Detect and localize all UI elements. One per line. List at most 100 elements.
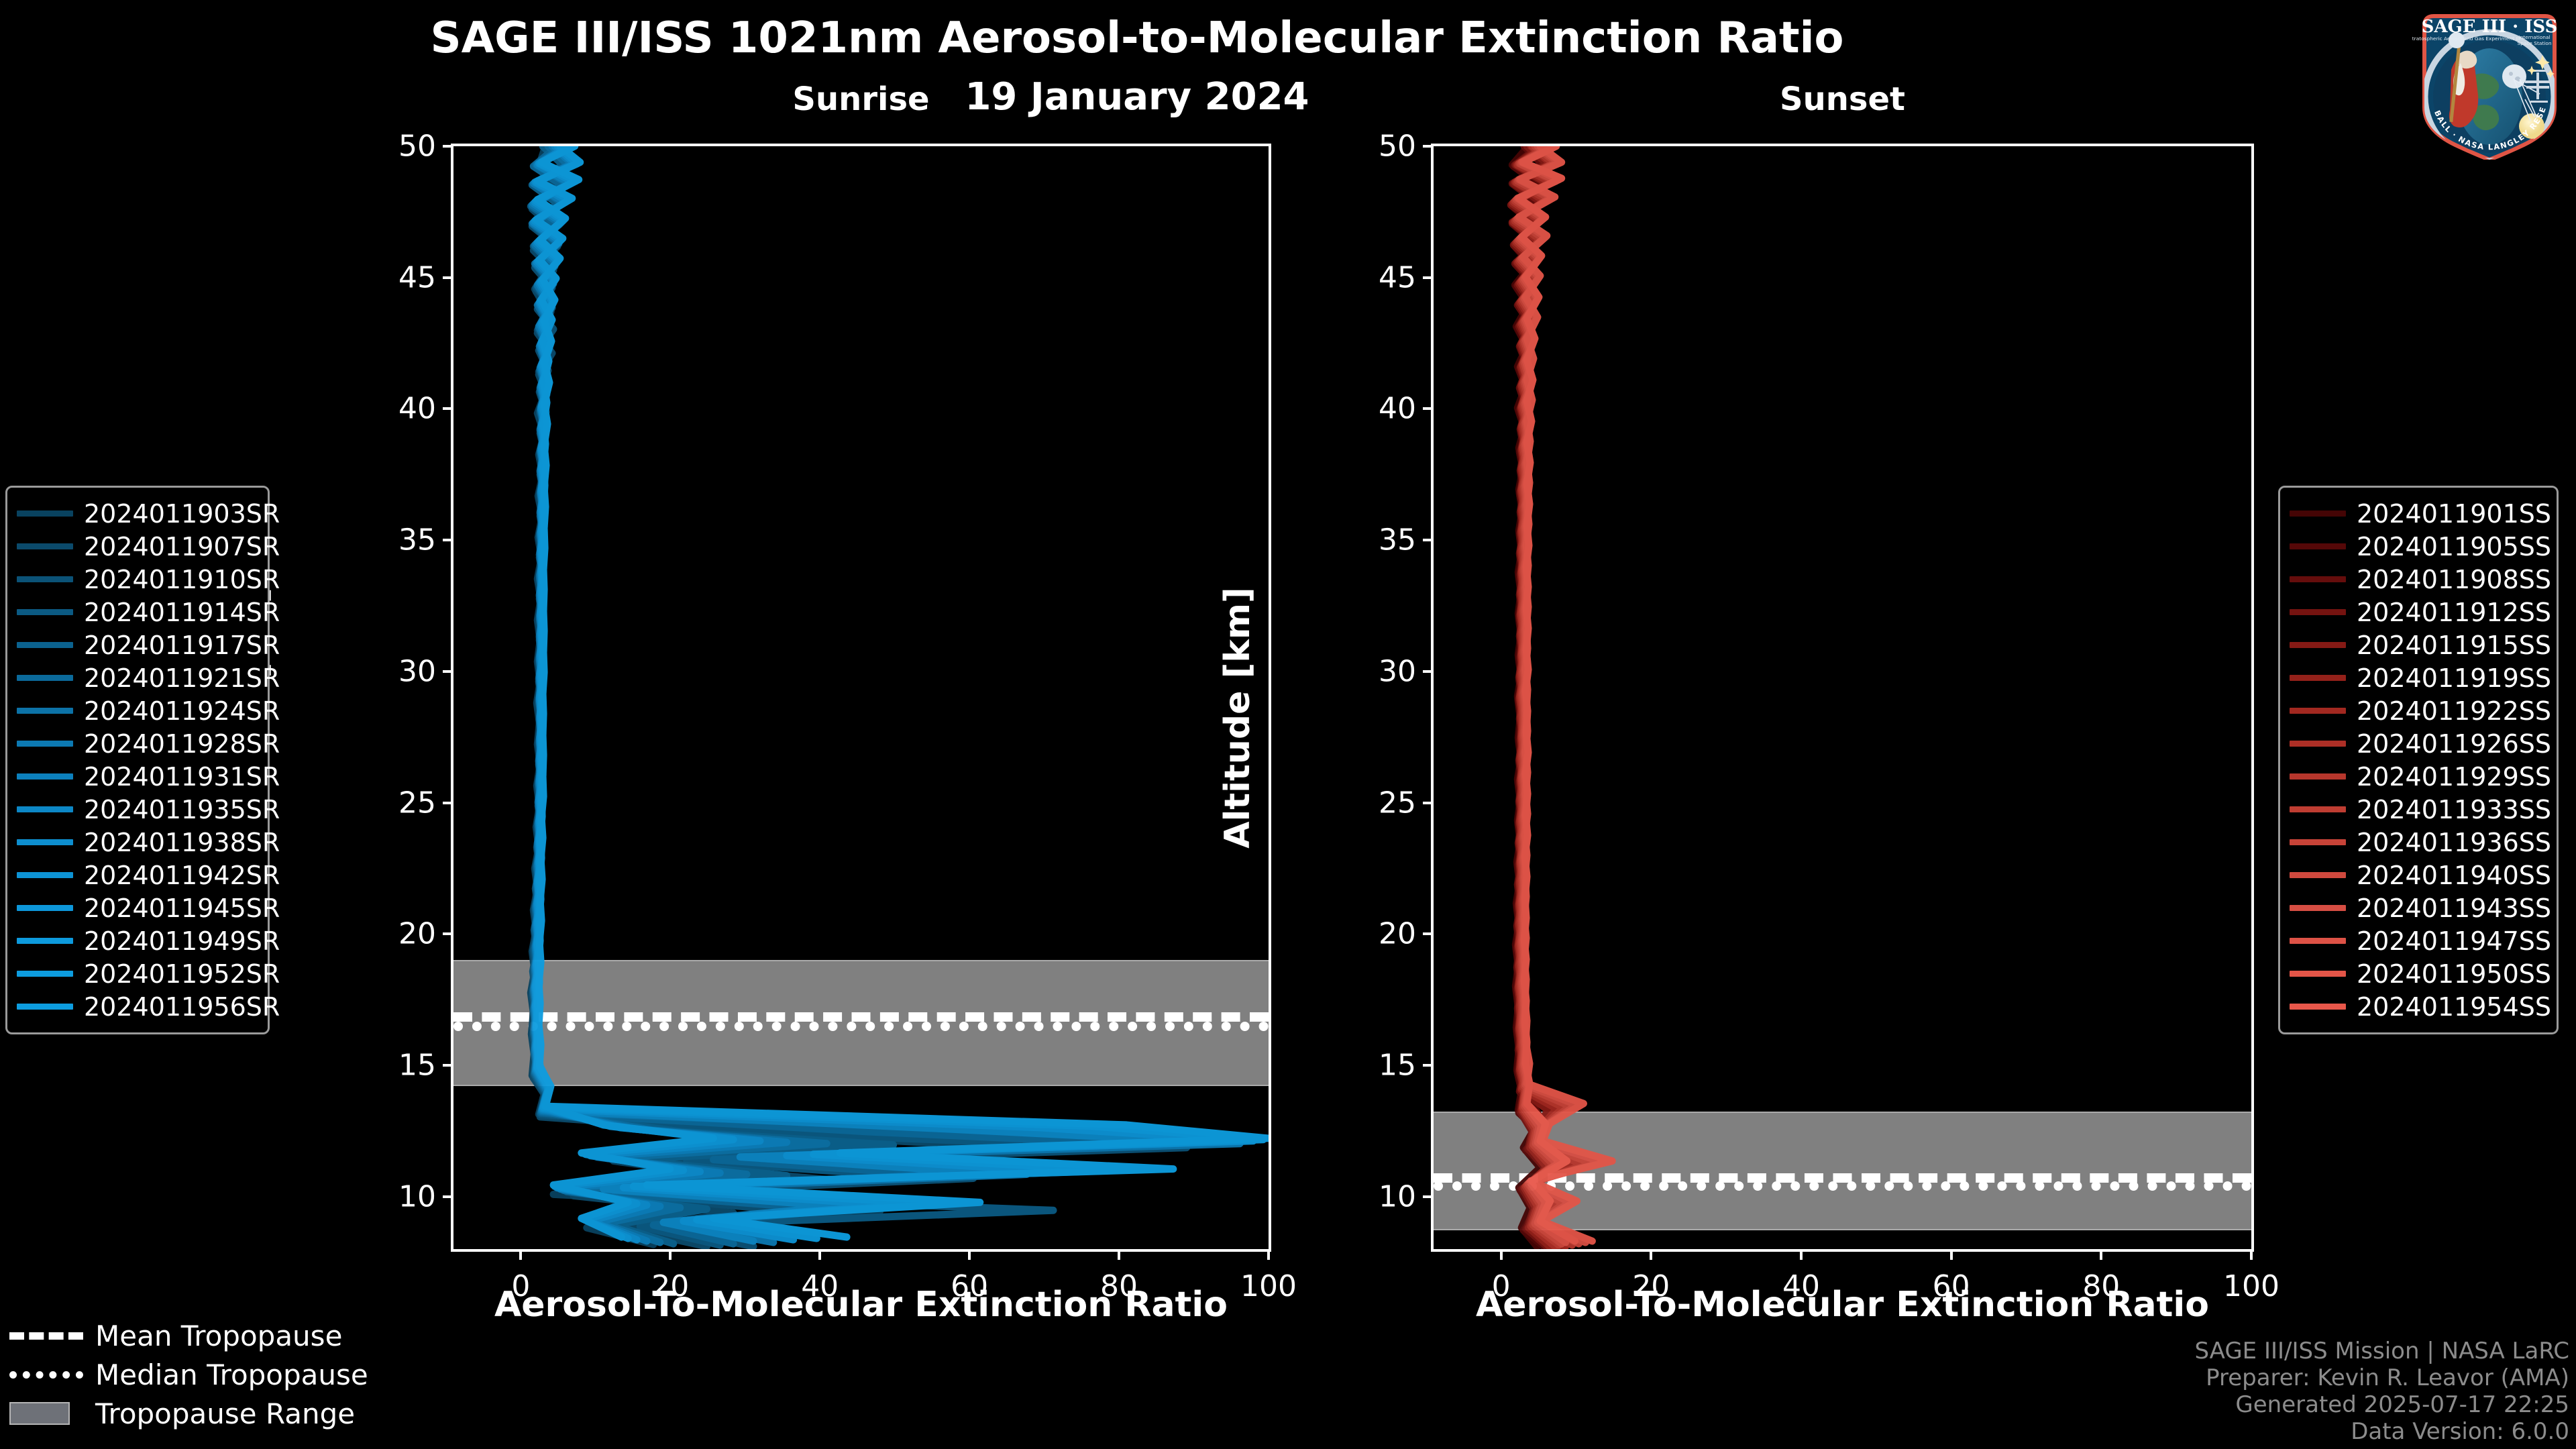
xtick-label-80: 80 xyxy=(1100,1269,1138,1303)
legend-item-sunset[interactable]: 2024011947SS xyxy=(2290,924,2551,957)
legend-item-sunset[interactable]: 2024011908SS xyxy=(2290,563,2551,596)
legend-label: Median Tropopause xyxy=(95,1358,368,1391)
xaxis-label-sunrise: Aerosol-To-Molecular Extinction Ratio xyxy=(494,1285,1228,1325)
legend-item-sunset[interactable]: 2024011922SS xyxy=(2290,694,2551,727)
legend-label: 2024011912SS xyxy=(2357,597,2552,627)
xaxis-label-sunset: Aerosol-To-Molecular Extinction Ratio xyxy=(1476,1285,2209,1325)
legend-color-swatch xyxy=(17,741,73,747)
ytick-mark xyxy=(443,407,453,411)
legend-color-swatch xyxy=(2290,872,2346,878)
dotted-line-icon xyxy=(9,1366,83,1383)
legend-item-sunrise[interactable]: 2024011945SR xyxy=(17,892,280,924)
legend-item-sunrise[interactable]: 2024011910SR xyxy=(17,563,280,596)
yaxis-label-sunset: Altitude [km] xyxy=(1218,587,1258,849)
legend-item-sunrise[interactable]: 2024011935SR xyxy=(17,793,280,826)
svg-text:Stratospheric Aerosol and Gas: Stratospheric Aerosol and Gas Experiment… xyxy=(2412,36,2520,42)
xtick-mark xyxy=(2100,1249,2103,1260)
ytick-mark xyxy=(443,669,453,673)
plot-area-sunset xyxy=(1434,146,2251,1249)
mean-tropopause-line-sunset xyxy=(1434,1173,2251,1183)
legend-item-sunrise[interactable]: 2024011949SR xyxy=(17,924,280,957)
ytick-label-10: 10 xyxy=(398,1179,436,1214)
legend-item-sunrise[interactable]: 2024011921SR xyxy=(17,661,280,694)
legend-item-sunset[interactable]: 2024011929SS xyxy=(2290,760,2551,793)
legend-item-sunset[interactable]: 2024011915SS xyxy=(2290,629,2551,661)
xtick-label-40: 40 xyxy=(801,1269,839,1303)
legend-item-sunrise[interactable]: 2024011914SR xyxy=(17,596,280,629)
page-title: SAGE III/ISS 1021nm Aerosol-to-Molecular… xyxy=(430,13,1844,63)
legend-label: 2024011919SS xyxy=(2357,663,2552,693)
legend-label: 2024011929SS xyxy=(2357,761,2552,792)
ytick-label-35: 35 xyxy=(398,523,436,557)
median-tropopause-line-sunset xyxy=(1434,1181,2251,1191)
ytick-label-15: 15 xyxy=(1379,1048,1416,1083)
panel-title-sunrise: Sunrise xyxy=(792,80,930,118)
legend-color-swatch xyxy=(2290,675,2346,681)
legend-item-sunrise[interactable]: 2024011917SR xyxy=(17,629,280,661)
legend-item-sunset[interactable]: 2024011912SS xyxy=(2290,596,2551,629)
legend-color-swatch xyxy=(17,1004,73,1010)
legend-item-sunset[interactable]: 2024011936SS xyxy=(2290,826,2551,859)
legend-item-sunset[interactable]: 2024011933SS xyxy=(2290,793,2551,826)
legend-sunset[interactable]: 2024011901SS 2024011905SS 2024011908SS 2024… xyxy=(2278,486,2559,1034)
legend-color-swatch xyxy=(17,905,73,911)
legend-item-sunrise[interactable]: 2024011931SR xyxy=(17,760,280,793)
legend-item-sunset[interactable]: 2024011940SS xyxy=(2290,859,2551,892)
legend-label: 2024011910SR xyxy=(84,564,280,594)
legend-color-swatch xyxy=(17,708,73,714)
legend-item-sunset[interactable]: 2024011954SS xyxy=(2290,990,2551,1023)
legend-sunrise[interactable]: 2024011903SR 2024011907SR 2024011910SR 2024… xyxy=(5,486,280,1034)
credit-line: SAGE III/ISS Mission | NASA LaRC xyxy=(2194,1337,2569,1364)
legend-label: 2024011952SR xyxy=(84,959,280,989)
legend-item-sunset[interactable]: 2024011950SS xyxy=(2290,957,2551,990)
legend-color-swatch xyxy=(17,872,73,878)
legend-label: 2024011917SR xyxy=(84,630,280,660)
legend-item-sunrise[interactable]: 2024011924SR xyxy=(17,694,280,727)
credit-line: Data Version: 6.0.0 xyxy=(2351,1417,2569,1445)
ytick-label-15: 15 xyxy=(398,1048,436,1083)
xtick-label-60: 60 xyxy=(951,1269,989,1303)
legend-label: 2024011931SR xyxy=(84,761,280,792)
legend-color-swatch xyxy=(2290,905,2346,911)
xtick-mark xyxy=(1799,1249,1803,1260)
legend-item-sunrise[interactable]: 2024011928SR xyxy=(17,727,280,760)
legend-label: 2024011922SS xyxy=(2357,696,2552,726)
legend-color-swatch xyxy=(2290,708,2346,714)
plot-panel-sunrise: 50 45 40 35 30 25 20 15 10 0 20 40 60 80… xyxy=(398,129,1297,1304)
ytick-label-25: 25 xyxy=(398,786,436,820)
legend-item-sunrise[interactable]: 2024011938SR xyxy=(17,826,280,859)
legend-item-sunrise[interactable]: 2024011952SR xyxy=(17,957,280,990)
legend-color-swatch xyxy=(2290,511,2346,517)
ytick-mark xyxy=(1423,801,1434,804)
xtick-label-100: 100 xyxy=(2223,1269,2279,1303)
legend-item-sunset[interactable]: 2024011943SS xyxy=(2290,892,2551,924)
legend-item-sunset[interactable]: 2024011919SS xyxy=(2290,661,2551,694)
legend-item-sunset[interactable]: 2024011905SS xyxy=(2290,530,2551,563)
legend-label: 2024011950SS xyxy=(2357,959,2552,989)
legend-color-swatch xyxy=(17,675,73,681)
svg-text:International: International xyxy=(2518,34,2550,40)
ytick-label-50: 50 xyxy=(1379,129,1416,164)
legend-label: 2024011921SR xyxy=(84,663,280,693)
xtick-mark xyxy=(519,1249,523,1260)
legend-item-median-tropopause: Median Tropopause xyxy=(9,1355,368,1394)
legend-color-swatch xyxy=(17,543,73,549)
legend-item-sunset[interactable]: 2024011926SS xyxy=(2290,727,2551,760)
legend-color-swatch xyxy=(2290,839,2346,845)
plot-panel-sunset: 50 45 40 35 30 25 20 15 10 0 20 40 60 80… xyxy=(1379,129,2279,1304)
legend-item-sunrise[interactable]: 2024011903SR xyxy=(17,497,280,530)
legend-color-swatch xyxy=(2290,609,2346,615)
legend-color-swatch xyxy=(17,839,73,845)
legend-color-swatch xyxy=(2290,938,2346,944)
ytick-label-25: 25 xyxy=(1379,786,1416,820)
ytick-mark xyxy=(1423,1063,1434,1067)
xtick-mark xyxy=(1267,1249,1270,1260)
legend-label: 2024011903SR xyxy=(84,498,280,529)
xtick-mark xyxy=(1499,1249,1503,1260)
legend-item-sunrise[interactable]: 2024011907SR xyxy=(17,530,280,563)
legend-label: 2024011936SS xyxy=(2357,827,2552,857)
legend-item-sunrise[interactable]: 2024011956SR xyxy=(17,990,280,1023)
legend-color-swatch xyxy=(17,806,73,812)
legend-item-sunrise[interactable]: 2024011942SR xyxy=(17,859,280,892)
legend-item-sunset[interactable]: 2024011901SS xyxy=(2290,497,2551,530)
